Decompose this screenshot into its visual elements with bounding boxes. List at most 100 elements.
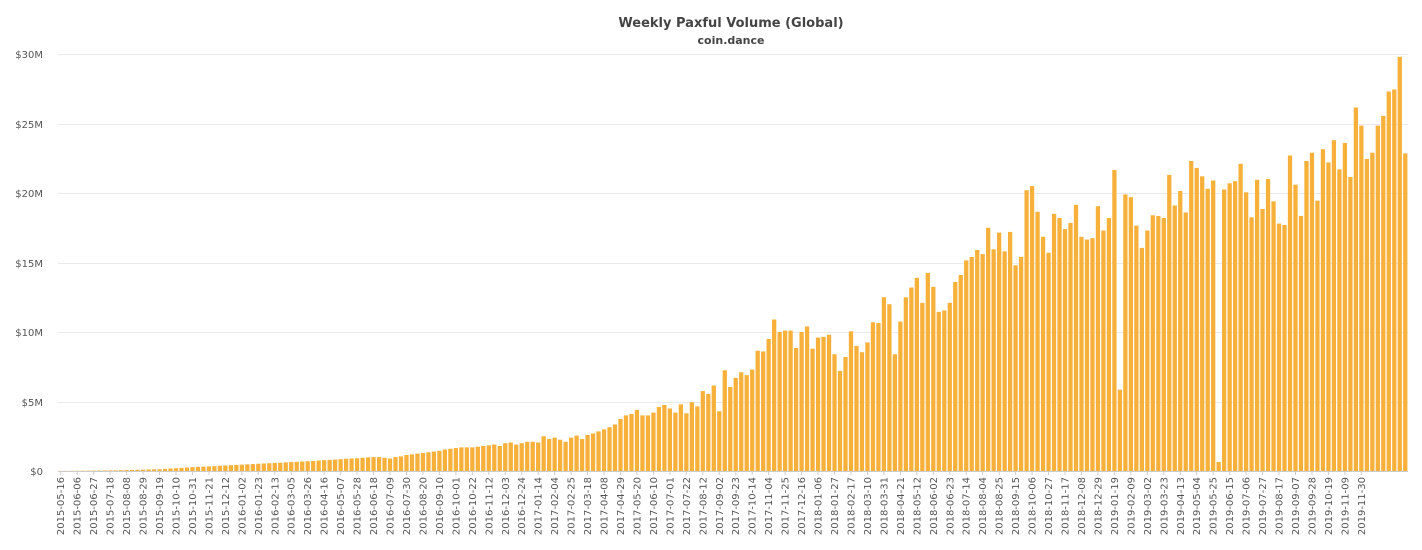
bar — [294, 461, 299, 471]
x-tick-label: 2018-12-29 — [1093, 477, 1104, 535]
bar — [1200, 176, 1205, 471]
x-tick-label: 2017-11-04 — [764, 477, 775, 535]
bar — [1337, 169, 1342, 471]
bar — [607, 427, 612, 471]
bar — [673, 412, 678, 471]
bar — [1359, 125, 1364, 471]
x-tick-label: 2017-04-08 — [600, 477, 611, 535]
bar — [1249, 217, 1254, 471]
bar — [431, 451, 437, 471]
x-tick-label: 2015-06-06 — [73, 477, 84, 535]
y-tick-label: $15M — [15, 259, 43, 270]
bar — [316, 460, 321, 471]
x-tick-label: 2017-02-04 — [550, 477, 561, 535]
bar — [1145, 230, 1150, 471]
x-tick-label: 2018-08-04 — [978, 477, 989, 535]
bar — [958, 275, 963, 471]
bar — [876, 322, 881, 471]
x-tick-label: 2018-04-21 — [896, 477, 907, 535]
bar — [728, 386, 733, 471]
x-tick-label: 2019-07-27 — [1258, 477, 1269, 535]
bar — [1106, 218, 1112, 471]
bar — [508, 442, 513, 471]
bar — [975, 249, 980, 471]
bar — [332, 459, 338, 471]
bar — [349, 458, 354, 471]
bar — [113, 470, 118, 471]
x-tick-label: 2018-11-17 — [1061, 477, 1072, 535]
bar — [563, 441, 568, 471]
bar — [590, 433, 596, 471]
chart-subtitle: coin.dance — [698, 34, 765, 47]
bar — [459, 447, 464, 471]
bar — [623, 415, 629, 471]
bar — [925, 272, 930, 471]
bar — [492, 444, 497, 471]
bar — [157, 469, 162, 471]
y-tick-label: $20M — [15, 189, 43, 200]
bar — [1013, 265, 1018, 471]
bar — [1386, 91, 1391, 471]
bar — [837, 370, 843, 471]
x-tick-label: 2018-05-12 — [912, 477, 923, 535]
bar — [547, 439, 552, 471]
bar — [1227, 183, 1232, 471]
bar — [1178, 190, 1183, 472]
bar — [1392, 89, 1397, 471]
x-tick-label: 2019-03-23 — [1159, 477, 1170, 535]
x-tick-label: 2016-12-24 — [517, 477, 528, 535]
bar — [1375, 125, 1380, 471]
bar — [722, 370, 727, 471]
bar — [1326, 162, 1331, 472]
bar — [662, 404, 667, 471]
bar — [1381, 115, 1386, 472]
x-tick-label: 2019-11-09 — [1340, 477, 1351, 535]
bar — [788, 330, 793, 471]
bar — [278, 462, 283, 471]
bar — [892, 354, 898, 471]
bar — [300, 461, 305, 471]
bar — [947, 302, 952, 471]
bar — [1205, 188, 1210, 471]
bar — [1397, 56, 1402, 471]
bar — [305, 461, 310, 471]
x-tick-label: 2016-07-09 — [386, 477, 397, 535]
bar — [190, 467, 195, 471]
bar — [1123, 194, 1128, 471]
x-tick-label: 2016-02-13 — [270, 477, 281, 535]
bar — [360, 457, 365, 471]
bar — [107, 470, 113, 471]
x-tick-label: 2015-10-31 — [188, 477, 199, 535]
bar — [173, 468, 179, 471]
bar — [530, 441, 535, 471]
bar — [289, 462, 294, 471]
bar — [799, 332, 804, 471]
bar — [843, 357, 848, 471]
x-tick-label: 2018-01-06 — [814, 477, 825, 535]
bar — [1353, 107, 1359, 471]
bar — [898, 321, 903, 471]
bar — [997, 232, 1002, 471]
bar — [804, 326, 810, 471]
bar — [821, 336, 826, 471]
bar — [881, 297, 887, 471]
bar — [859, 352, 865, 471]
bar — [1260, 208, 1265, 472]
gridlines — [58, 54, 1408, 403]
bar — [601, 429, 607, 471]
bar — [656, 407, 662, 471]
bar — [398, 456, 404, 471]
bar — [1002, 251, 1007, 471]
bar — [327, 459, 332, 471]
x-tick-label: 2018-08-25 — [995, 477, 1006, 535]
x-tick-label: 2019-01-19 — [1110, 477, 1121, 535]
bar — [1040, 236, 1046, 471]
bar — [1134, 225, 1139, 471]
x-tick-label: 2019-05-25 — [1209, 477, 1220, 535]
x-tick-label: 2016-10-01 — [451, 477, 462, 535]
x-tick-label: 2015-09-19 — [155, 477, 166, 535]
bar — [217, 465, 223, 471]
bar — [1117, 389, 1123, 471]
bar — [1046, 252, 1051, 471]
bar — [1265, 179, 1271, 471]
